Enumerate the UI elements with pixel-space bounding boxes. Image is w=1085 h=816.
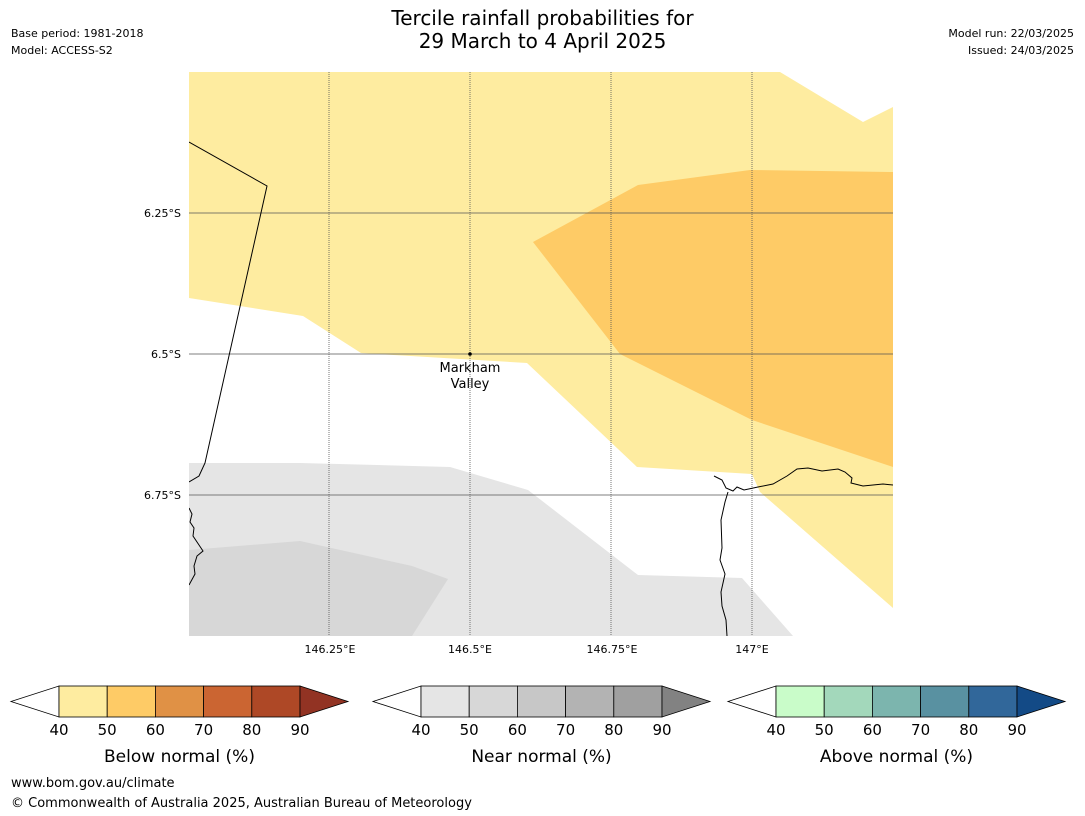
header-right: Model run: 22/03/2025 Issued: 24/03/2025 (948, 25, 1074, 59)
lon-label-1: 146.25°E (305, 643, 356, 656)
header-left: Base period: 1981-2018 Model: ACCESS-S2 (11, 25, 143, 59)
near-legend-tick: 50 (460, 721, 479, 739)
near-legend-tick: 60 (508, 721, 527, 739)
near-legend-tick: 90 (652, 721, 671, 739)
below-legend-tick: 80 (242, 721, 261, 739)
below-legend-tick: 40 (49, 721, 68, 739)
near-legend-tick: 40 (411, 721, 430, 739)
below-legend-tick: 90 (290, 721, 309, 739)
base-period-text: Base period: 1981-2018 (11, 27, 144, 40)
place-marker (468, 352, 472, 356)
model-run-text: Model run: 22/03/2025 (948, 27, 1074, 40)
lat-label-3: 6.75°S (144, 489, 181, 502)
below-legend: 40 50 60 70 80 90 Below normal (%) (9, 685, 350, 767)
below-legend-swatch (203, 685, 253, 718)
near-legend-swatch (468, 685, 518, 718)
near-legend: 40 50 60 70 80 90 Near normal (%) (371, 685, 712, 767)
near-legend-tick: 80 (604, 721, 623, 739)
lon-label-2: 146.5°E (448, 643, 492, 656)
above-legend-swatch (775, 685, 825, 718)
footer-url: www.bom.gov.au/climate (11, 776, 175, 791)
above-legend-tick: 60 (863, 721, 882, 739)
place-label-line-2: Valley (451, 377, 490, 392)
coastline-west (189, 507, 204, 586)
issued-text: Issued: 24/03/2025 (967, 44, 1074, 57)
coastline-huon-gulf (713, 467, 893, 636)
below-legend-swatch (106, 685, 156, 718)
below-legend-swatch (154, 685, 204, 718)
page-title: Tercile rainfall probabilities for 29 Ma… (0, 7, 1085, 53)
below-legend-over-triangle (299, 685, 350, 718)
title-line-1: Tercile rainfall probabilities for (391, 6, 694, 30)
above-legend-tick: 50 (815, 721, 834, 739)
place-label-line-1: Markham (440, 361, 501, 376)
above-legend-swatch (823, 685, 873, 718)
above-legend-tick: 70 (911, 721, 930, 739)
above-legend-swatch (872, 685, 922, 718)
near-legend-over-triangle (661, 685, 712, 718)
above-legend-under-triangle (726, 685, 777, 718)
model-text: Model: ACCESS-S2 (11, 44, 113, 57)
above-legend-swatch (920, 685, 970, 718)
near-legend-swatch (517, 685, 567, 718)
below-normal-50-60-region (533, 170, 893, 467)
near-legend-swatch (565, 685, 615, 718)
lon-label-4: 147°E (735, 643, 768, 656)
below-legend-under-triangle (9, 685, 60, 718)
near-legend-title: Near normal (%) (471, 747, 611, 767)
below-legend-title: Below normal (%) (104, 747, 255, 767)
below-legend-tick: 70 (194, 721, 213, 739)
near-normal-50-60-region (189, 541, 448, 636)
below-legend-swatch (251, 685, 301, 718)
below-legend-tick: 60 (146, 721, 165, 739)
map-panel (189, 72, 893, 636)
above-legend-tick: 80 (959, 721, 978, 739)
above-legend-swatch (968, 685, 1018, 718)
near-legend-swatch (420, 685, 470, 718)
lon-label-3: 146.75°E (587, 643, 638, 656)
below-legend-swatch (58, 685, 108, 718)
lat-label-1: 6.25°S (144, 207, 181, 220)
above-legend-title: Above normal (%) (820, 747, 973, 767)
above-legend: 40 50 60 70 80 90 Above normal (%) (726, 685, 1067, 767)
lat-label-2: 6.5°S (151, 348, 181, 361)
footer-copyright: © Commonwealth of Australia 2025, Austra… (11, 796, 472, 811)
near-legend-tick: 70 (556, 721, 575, 739)
title-line-2: 29 March to 4 April 2025 (418, 29, 667, 53)
above-legend-tick: 40 (766, 721, 785, 739)
above-legend-tick: 90 (1007, 721, 1026, 739)
near-legend-under-triangle (371, 685, 422, 718)
province-border (189, 141, 268, 483)
near-legend-swatch (613, 685, 663, 718)
below-legend-tick: 50 (98, 721, 117, 739)
above-legend-over-triangle (1016, 685, 1067, 718)
